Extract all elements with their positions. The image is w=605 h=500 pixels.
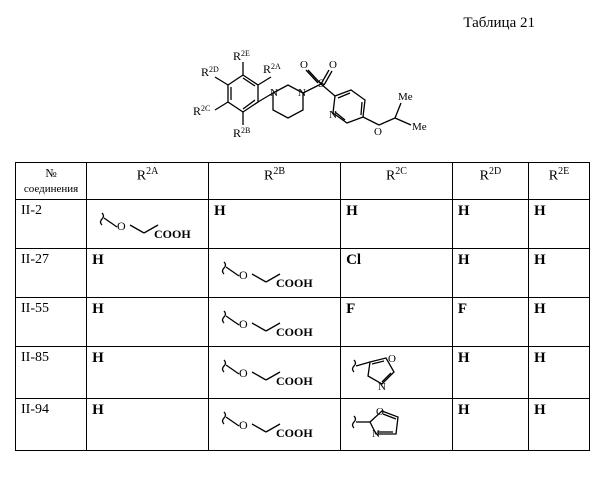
cell-r2d: H [452, 399, 528, 451]
svg-text:N: N [329, 109, 337, 121]
cell-r2d: H [452, 347, 528, 399]
col-header-r2a: R2A [87, 163, 209, 200]
col-header-r2b: R2B [209, 163, 341, 200]
cell-r2c: F [341, 298, 453, 347]
text-substituent: H [346, 203, 358, 219]
svg-text:O: O [239, 268, 248, 282]
cell-r2d: H [452, 249, 528, 298]
svg-text:R2D: R2D [201, 65, 219, 79]
text-substituent: H [534, 402, 546, 418]
ocooh-fragment: O COOH [92, 203, 197, 245]
table-row: II-94 H O COOH O N H H [16, 399, 590, 451]
cell-r2c: H [341, 200, 453, 249]
ocooh-fragment: O COOH [214, 350, 319, 392]
ocooh-fragment: O COOH [214, 301, 319, 343]
svg-text:COOH: COOH [276, 325, 313, 339]
text-substituent: H [92, 301, 104, 317]
cell-r2e: H [529, 347, 590, 399]
svg-text:N: N [298, 87, 306, 99]
header-row: № соединения R2A R2B R2C R2D R2E [16, 163, 590, 200]
compound-id: II-94 [16, 399, 87, 451]
cell-r2a: O COOH [87, 200, 209, 249]
svg-text:N: N [270, 87, 278, 99]
svg-text:O: O [329, 59, 337, 71]
ocooh-fragment: O COOH [214, 252, 319, 294]
svg-text:S: S [318, 76, 325, 90]
text-substituent: H [92, 350, 104, 366]
svg-text:O: O [239, 366, 248, 380]
svg-text:N: N [378, 381, 386, 393]
cell-r2a: H [87, 249, 209, 298]
svg-text:COOH: COOH [276, 374, 313, 388]
cell-r2b: O COOH [209, 399, 341, 451]
col-header-r2d: R2D [452, 163, 528, 200]
svg-text:O: O [388, 353, 396, 365]
cell-r2d: H [452, 200, 528, 249]
col-header-r2c: R2C [341, 163, 453, 200]
table-row: II-85 H O COOH O N H H [16, 347, 590, 399]
svg-text:Me: Me [412, 121, 427, 133]
svg-text:R2C: R2C [193, 104, 210, 118]
svg-text:R2E: R2E [233, 49, 250, 63]
svg-text:COOH: COOH [154, 227, 191, 241]
svg-text:O: O [300, 59, 308, 71]
svg-text:N: N [372, 428, 380, 440]
table-title: Таблица 21 [15, 15, 590, 32]
cell-r2a: H [87, 298, 209, 347]
cell-r2a: H [87, 399, 209, 451]
text-substituent: H [458, 402, 470, 418]
text-substituent: H [92, 402, 104, 418]
cell-r2e: H [529, 298, 590, 347]
text-substituent: H [458, 252, 470, 268]
svg-text:O: O [376, 406, 384, 418]
table-row: II-55 H O COOH F F H [16, 298, 590, 347]
svg-text:COOH: COOH [276, 426, 313, 440]
cell-r2b: O COOH [209, 347, 341, 399]
text-substituent: H [214, 203, 226, 219]
compound-id: II-55 [16, 298, 87, 347]
text-substituent: H [534, 203, 546, 219]
table-row: II-27 H O COOH Cl H H [16, 249, 590, 298]
svg-text:Me: Me [398, 91, 413, 103]
cell-r2c: O N [341, 399, 453, 451]
cell-r2a: H [87, 347, 209, 399]
cell-r2e: H [529, 249, 590, 298]
svg-text:R2B: R2B [233, 126, 250, 140]
col-header-r2e: R2E [529, 163, 590, 200]
compound-table: № соединения R2A R2B R2C R2D R2E II-2 O … [15, 162, 590, 451]
cell-r2c: O N [341, 347, 453, 399]
cell-r2e: H [529, 399, 590, 451]
cell-r2c: Cl [341, 249, 453, 298]
compound-id: II-27 [16, 249, 87, 298]
svg-text:O: O [239, 317, 248, 331]
oxazole5-fragment: O N [346, 350, 426, 395]
text-substituent: H [458, 203, 470, 219]
text-substituent: Cl [346, 252, 361, 268]
oxazole2-fragment: O N [346, 402, 426, 447]
text-substituent: H [534, 252, 546, 268]
svg-text:O: O [239, 418, 248, 432]
svg-text:O: O [117, 219, 126, 233]
text-substituent: H [534, 301, 546, 317]
cell-r2d: F [452, 298, 528, 347]
svg-text:COOH: COOH [276, 276, 313, 290]
compound-id: II-85 [16, 347, 87, 399]
cell-r2b: H [209, 200, 341, 249]
svg-text:O: O [374, 126, 382, 138]
ocooh-fragment: O COOH [214, 402, 319, 444]
col-header-num: № соединения [16, 163, 87, 200]
compound-id: II-2 [16, 200, 87, 249]
text-substituent: H [92, 252, 104, 268]
text-substituent: H [458, 350, 470, 366]
cell-r2b: O COOH [209, 298, 341, 347]
text-substituent: H [534, 350, 546, 366]
svg-text:R2A: R2A [263, 62, 281, 76]
cell-r2b: O COOH [209, 249, 341, 298]
text-substituent: F [458, 301, 467, 317]
cell-r2e: H [529, 200, 590, 249]
text-substituent: F [346, 301, 355, 317]
core-structure: R2D R2C R2E R2B R2A N N S O O N O Me Me [15, 40, 590, 150]
table-row: II-2 O COOH H H H H [16, 200, 590, 249]
